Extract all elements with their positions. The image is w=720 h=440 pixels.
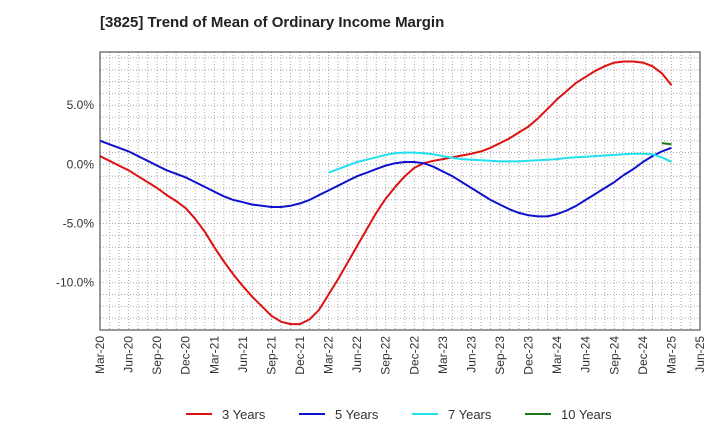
chart-title: [3825] Trend of Mean of Ordinary Income … xyxy=(100,14,445,31)
x-tick-label: Mar-24 xyxy=(550,336,564,374)
x-tick-label: Mar-25 xyxy=(664,336,678,374)
series-line-7-years xyxy=(328,151,672,174)
x-tick-label: Mar-22 xyxy=(322,336,336,374)
x-tick-label: Dec-21 xyxy=(293,336,307,375)
x-tick-label: Sep-24 xyxy=(607,336,621,375)
x-tick-label: Jun-21 xyxy=(236,336,250,373)
axes: 5.0% 0.0% -5.0% -10.0% Mar-20 Jun-20 Sep-20 Dec… xyxy=(56,51,707,375)
legend-label: 5 Years xyxy=(335,407,379,422)
series-lines xyxy=(99,60,673,326)
legend: 3 Years 5 Years 7 Years 10 Years xyxy=(186,407,612,422)
y-tick-label: 0.0% xyxy=(67,157,95,171)
x-tick-label: Dec-22 xyxy=(407,336,421,375)
x-tick-label: Mar-21 xyxy=(207,336,221,374)
x-tick-label: Sep-23 xyxy=(493,336,507,375)
x-tick-label: Mar-20 xyxy=(93,336,107,374)
legend-label: 3 Years xyxy=(222,407,266,422)
x-tick-label: Jun-22 xyxy=(350,336,364,373)
x-tick-label: Sep-20 xyxy=(150,336,164,375)
x-tick-label: Sep-22 xyxy=(379,336,393,375)
x-tick-label: Dec-20 xyxy=(179,336,193,375)
y-tick-label: -5.0% xyxy=(63,217,95,231)
x-tick-label: Jun-25 xyxy=(693,336,707,373)
y-tick-label: 5.0% xyxy=(67,98,95,112)
x-tick-label: Jun-24 xyxy=(579,336,593,373)
legend-label: 7 Years xyxy=(448,407,492,422)
series-line-5-years xyxy=(99,139,672,218)
plot-frame xyxy=(99,51,701,331)
x-tick-label: Mar-23 xyxy=(436,336,450,374)
y-tick-label: -10.0% xyxy=(56,276,94,290)
legend-label: 10 Years xyxy=(561,407,612,422)
x-tick-label: Jun-20 xyxy=(122,336,136,373)
x-tick-label: Sep-21 xyxy=(264,336,278,375)
x-tick-label: Jun-23 xyxy=(464,336,478,373)
series-line-3-years xyxy=(99,60,673,326)
grid-lines xyxy=(100,52,700,331)
x-tick-label: Dec-24 xyxy=(636,336,650,375)
series-line-10-years xyxy=(661,142,672,146)
x-tick-label: Dec-23 xyxy=(522,336,536,375)
